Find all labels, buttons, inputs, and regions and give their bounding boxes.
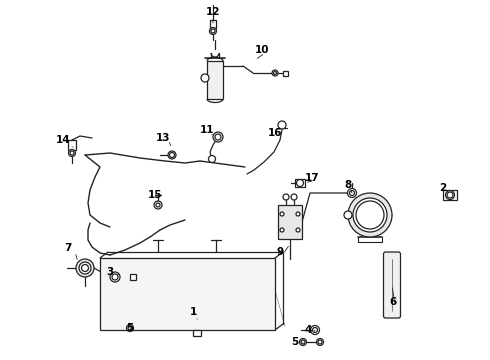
Bar [283, 71, 288, 76]
Circle shape [280, 212, 284, 216]
Circle shape [348, 193, 392, 237]
Circle shape [110, 272, 120, 282]
Circle shape [168, 151, 176, 159]
Circle shape [69, 149, 75, 157]
Bar [295, 179, 305, 187]
Circle shape [347, 189, 357, 198]
Text: 14: 14 [56, 135, 70, 145]
Text: 1: 1 [189, 307, 196, 317]
Text: 12: 12 [206, 7, 220, 17]
Text: 17: 17 [305, 173, 319, 183]
Circle shape [344, 211, 352, 219]
Circle shape [201, 74, 209, 82]
Circle shape [291, 194, 297, 200]
Circle shape [296, 212, 300, 216]
Text: 6: 6 [390, 297, 396, 307]
Bar [278, 205, 302, 239]
Circle shape [280, 228, 284, 232]
Circle shape [278, 121, 286, 129]
Circle shape [283, 194, 289, 200]
Circle shape [272, 70, 278, 76]
Circle shape [296, 180, 303, 186]
Text: 4: 4 [304, 325, 312, 335]
Text: 16: 16 [268, 128, 282, 138]
Bar [68, 140, 76, 150]
Text: 15: 15 [148, 190, 162, 200]
Circle shape [296, 228, 300, 232]
Circle shape [299, 338, 307, 346]
Circle shape [209, 156, 216, 162]
Circle shape [445, 190, 455, 199]
Circle shape [76, 259, 94, 277]
Text: 11: 11 [200, 125, 214, 135]
Bar [207, 61, 223, 99]
Text: 2: 2 [440, 183, 446, 193]
Circle shape [353, 198, 387, 232]
Bar [100, 258, 275, 330]
Bar [193, 330, 201, 336]
Circle shape [154, 201, 162, 209]
Bar [130, 274, 136, 280]
Text: 9: 9 [276, 247, 284, 257]
Circle shape [311, 325, 319, 334]
Text: 5: 5 [126, 323, 134, 333]
Text: 10: 10 [255, 45, 269, 55]
Bar [443, 190, 457, 200]
Circle shape [317, 338, 323, 346]
Text: 13: 13 [156, 133, 170, 143]
Circle shape [213, 132, 223, 142]
Circle shape [79, 262, 91, 274]
Text: 8: 8 [344, 180, 352, 190]
Text: 3: 3 [106, 267, 114, 277]
Circle shape [210, 27, 217, 35]
Circle shape [126, 324, 133, 332]
Text: 5: 5 [292, 337, 298, 347]
FancyBboxPatch shape [384, 252, 400, 318]
Text: 7: 7 [64, 243, 72, 253]
